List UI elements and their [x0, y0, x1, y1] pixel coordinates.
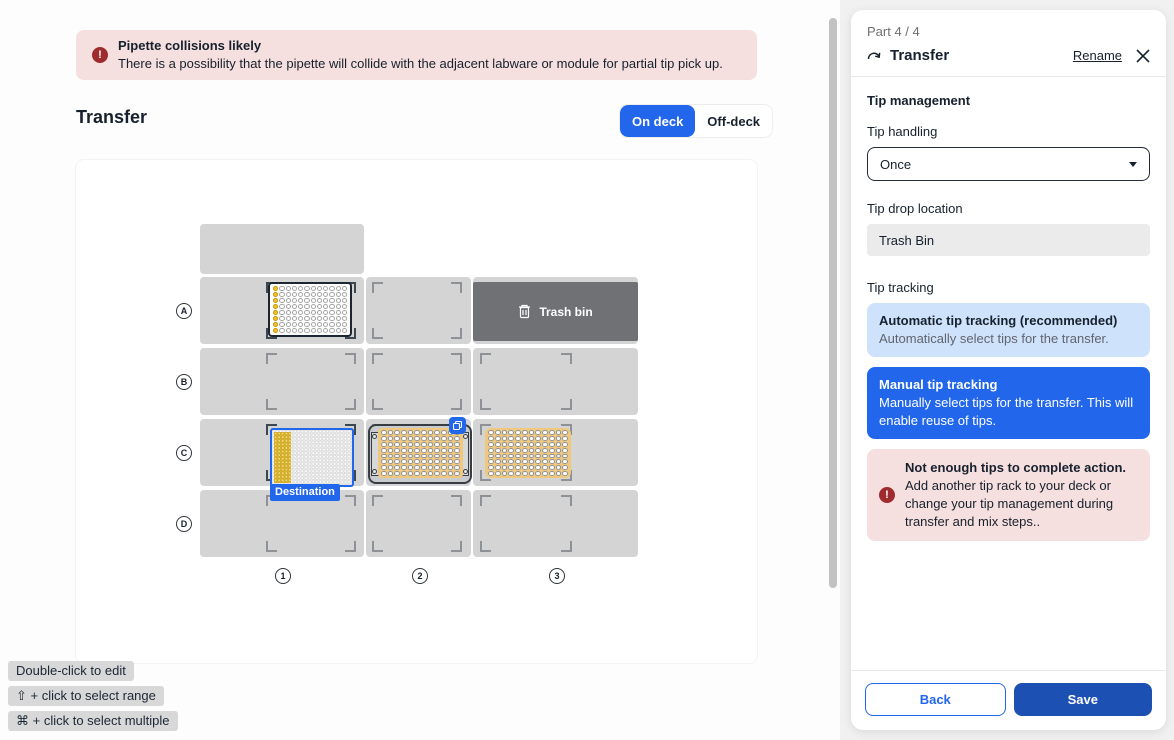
chevron-down-icon: [1129, 161, 1137, 167]
deck-slot-B1[interactable]: [200, 348, 364, 415]
off-deck-tab[interactable]: Off-deck: [695, 105, 773, 137]
reservoir-plate-labware[interactable]: [485, 428, 571, 478]
destination-tag: Destination: [270, 484, 340, 501]
row-label-B: B: [176, 374, 192, 390]
warning-description: There is a possibility that the pipette …: [118, 56, 723, 71]
plate-c3-wells: [488, 430, 568, 476]
column-label-1: 1: [275, 568, 291, 584]
hint-shift-click: ⇧ + click to select range: [8, 686, 164, 706]
slot-brackets-B3: [480, 353, 572, 410]
deck-slot-staging[interactable]: [200, 224, 364, 274]
hint-double-click: Double-click to edit: [8, 661, 134, 681]
deck-slot-D1[interactable]: [200, 490, 364, 557]
deck-map: Trash bin Destination A B C D: [76, 160, 757, 663]
tip-rack-wells: [273, 286, 347, 333]
source-plate-labware[interactable]: [378, 428, 463, 478]
tip-drop-location-label: Tip drop location: [867, 201, 963, 216]
hint-cmd-click: ⌘ + click to select multiple: [8, 711, 178, 731]
automatic-option-description: Automatically select tips for the transf…: [879, 331, 1109, 346]
tip-handling-label: Tip handling: [867, 124, 938, 139]
slot-brackets-A2: [372, 282, 462, 339]
page-title: Transfer: [76, 107, 148, 127]
deck-toggle: On deck Off-deck: [620, 105, 773, 137]
rename-button[interactable]: Rename: [1072, 48, 1122, 63]
manual-option-title: Manual tip tracking: [879, 377, 998, 392]
scrollbar-thumb[interactable]: [829, 18, 837, 588]
deck-slot-D3[interactable]: [473, 490, 638, 557]
tip-drop-location-field: Trash Bin: [867, 224, 1150, 256]
source-plate-wells: [381, 430, 460, 476]
tip-tracking-label: Tip tracking: [867, 280, 934, 295]
trash-bin-label: Trash bin: [539, 304, 593, 319]
save-button[interactable]: Save: [1013, 683, 1152, 716]
header-divider: [851, 76, 1166, 77]
destination-plate-labware[interactable]: [270, 428, 354, 487]
error-icon: !: [92, 47, 108, 63]
transfer-settings-panel: Part 4 / 4 Transfer Rename Tip managemen…: [851, 10, 1166, 730]
deck-slot-D2[interactable]: [366, 490, 471, 557]
deck-slot-A2[interactable]: [366, 277, 471, 344]
tip-rack-labware[interactable]: [268, 282, 352, 337]
error-title: Not enough tips to complete action.: [905, 460, 1126, 475]
tip-drop-location-value: Trash Bin: [879, 232, 935, 248]
destination-selected-wells: [274, 432, 291, 483]
back-button[interactable]: Back: [865, 683, 1006, 716]
warning-title: Pipette collisions likely: [118, 38, 262, 53]
row-label-A: A: [176, 303, 192, 319]
error-icon: !: [879, 487, 895, 503]
deck-slot-B2[interactable]: [366, 348, 471, 415]
slot-brackets-D3: [480, 495, 572, 552]
not-enough-tips-error: ! Not enough tips to complete action. Ad…: [867, 449, 1150, 541]
manual-option-description: Manually select tips for the transfer. T…: [879, 395, 1134, 428]
panel-title: Transfer: [890, 47, 950, 64]
row-label-D: D: [176, 516, 192, 532]
automatic-tip-tracking-option[interactable]: Automatic tip tracking (recommended) Aut…: [867, 303, 1150, 357]
deck-slot-B3[interactable]: [473, 348, 638, 415]
stack-icon: [449, 417, 466, 434]
tip-management-heading: Tip management: [867, 93, 971, 108]
row-label-C: C: [176, 445, 192, 461]
error-description: Add another tip rack to your deck or cha…: [905, 478, 1114, 529]
slot-brackets-D1: [266, 495, 356, 552]
tip-handling-value: Once: [880, 156, 912, 172]
collision-warning-banner: ! Pipette collisions likely There is a p…: [76, 30, 757, 80]
manual-tip-tracking-option[interactable]: Manual tip tracking Manually select tips…: [867, 367, 1150, 439]
slot-brackets-D2: [372, 495, 462, 552]
slot-brackets-B1: [266, 353, 356, 410]
trash-icon: [519, 304, 531, 319]
part-indicator: Part 4 / 4: [867, 24, 920, 39]
automatic-option-title: Automatic tip tracking (recommended): [879, 313, 1118, 328]
close-icon[interactable]: [1136, 48, 1150, 63]
column-label-3: 3: [549, 568, 565, 584]
on-deck-tab[interactable]: On deck: [620, 105, 696, 137]
transfer-icon: [867, 52, 881, 59]
slot-brackets-B2: [372, 353, 462, 410]
slot-brackets-C3: [480, 424, 572, 481]
tip-handling-select[interactable]: Once: [867, 147, 1150, 181]
column-label-2: 2: [412, 568, 428, 584]
trash-bin[interactable]: Trash bin: [473, 282, 638, 341]
